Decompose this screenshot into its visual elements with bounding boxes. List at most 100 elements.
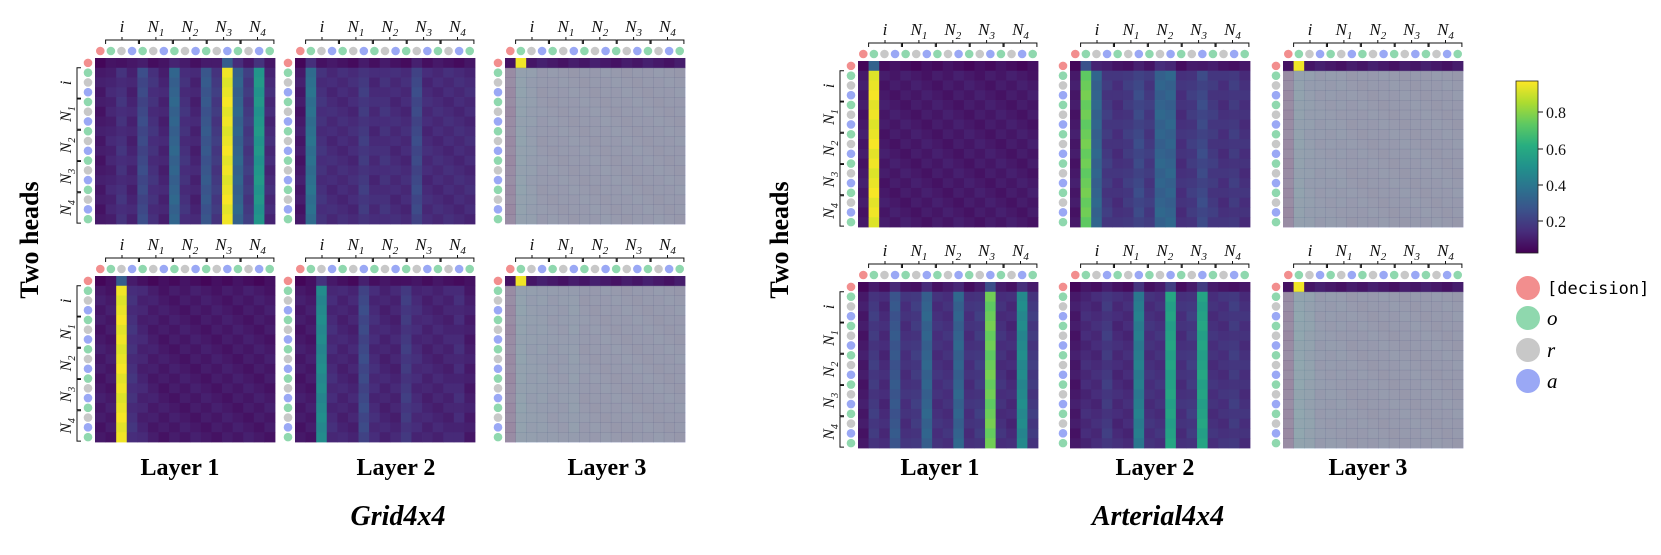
heatmap-cell <box>557 354 569 365</box>
heatmap-cell <box>1314 291 1326 302</box>
heatmap-cell <box>953 340 965 351</box>
heatmap-cell <box>1165 207 1177 218</box>
heatmap-cell <box>147 315 159 326</box>
group-label: N3 <box>214 17 232 39</box>
heatmap-cell <box>632 175 644 186</box>
heatmap-cell <box>158 214 170 225</box>
token-dot <box>1058 208 1068 217</box>
heatmap-cell <box>390 373 402 384</box>
heatmap-cell <box>1091 148 1103 160</box>
token-dot <box>622 264 632 274</box>
token-dot <box>633 264 642 274</box>
heatmap-cell <box>326 334 338 345</box>
token-dot <box>1271 90 1281 100</box>
heatmap-cell <box>243 354 255 365</box>
group-brace <box>839 70 844 102</box>
heatmap-cell <box>900 148 912 160</box>
heatmap-cell <box>653 354 665 365</box>
heatmap-cell <box>1293 100 1305 111</box>
heatmap-cell <box>1091 139 1103 150</box>
heatmap-cell <box>653 194 665 205</box>
heatmap-cell <box>1016 109 1028 120</box>
token-dot <box>1358 270 1367 280</box>
heatmap-cell <box>1314 330 1326 341</box>
token-dot <box>493 126 503 136</box>
heatmap-cell <box>674 354 686 365</box>
heatmap-cell <box>126 214 138 225</box>
heatmap-cell <box>1346 408 1358 420</box>
heatmap-cell <box>1420 330 1432 341</box>
heatmap-cell <box>536 393 548 404</box>
heatmap-cell <box>610 87 622 98</box>
token-dot <box>890 270 900 280</box>
heatmap-cell <box>632 165 644 176</box>
heatmap-cell <box>653 97 665 108</box>
heatmap-cell <box>1378 100 1390 111</box>
heatmap-cell <box>536 373 548 384</box>
heatmap-cell <box>369 97 381 108</box>
token-dot <box>412 264 422 274</box>
heatmap-cell <box>1006 139 1018 150</box>
heatmap-cell <box>369 363 381 375</box>
heatmap-cell <box>600 214 612 225</box>
heatmap-cell <box>432 126 444 137</box>
heatmap-cell <box>1175 197 1187 208</box>
heatmap-cell <box>1112 301 1124 312</box>
heatmap-cell <box>1197 70 1209 81</box>
heatmap-cell <box>985 139 997 150</box>
heatmap-cell <box>985 178 997 189</box>
heatmap-cell <box>600 412 612 423</box>
token-dot <box>283 214 293 224</box>
heatmap-cell <box>232 165 244 176</box>
heatmap-cell <box>179 285 191 296</box>
heatmap-cell <box>953 321 965 332</box>
heatmap-cell <box>1070 70 1081 81</box>
heatmap-cell <box>1441 100 1453 111</box>
heatmap-cell <box>963 129 975 140</box>
heatmap-cell <box>1239 90 1251 101</box>
heatmap-cell <box>232 393 244 404</box>
heatmap-cell <box>347 334 359 345</box>
heatmap-cell <box>985 100 997 111</box>
heatmap-cell <box>232 422 244 433</box>
heatmap-cell <box>900 80 912 91</box>
heatmap-cell <box>1228 301 1240 312</box>
token-dot <box>83 117 93 126</box>
heatmap-cell <box>1399 301 1411 312</box>
token-dot <box>1058 331 1068 341</box>
token-dot <box>1166 270 1175 280</box>
heatmap-cell <box>942 158 954 169</box>
heatmap-cell <box>1165 301 1177 312</box>
heatmap-cell <box>547 214 559 225</box>
heatmap-cell <box>974 197 986 208</box>
token-dot <box>233 46 243 56</box>
heatmap-cell <box>1175 340 1187 351</box>
heatmap-cell <box>158 155 170 166</box>
heatmap-cell <box>1335 360 1347 371</box>
heatmap-cell <box>1122 428 1134 439</box>
heatmap-cell <box>1410 217 1422 228</box>
heatmap-cell <box>515 432 527 443</box>
heatmap-cell <box>1388 217 1400 228</box>
heatmap-cell <box>910 61 922 72</box>
heatmap-cell <box>1325 360 1337 371</box>
heatmap-cell <box>126 276 138 287</box>
heatmap-cell <box>858 119 869 130</box>
heatmap-cell <box>942 90 954 101</box>
heatmap-cell <box>316 184 328 196</box>
heatmap-cell <box>910 360 922 371</box>
token-dot <box>283 68 293 77</box>
heatmap-cell <box>1346 217 1358 228</box>
token-dot <box>922 49 932 59</box>
heatmap-cell <box>453 393 465 404</box>
heatmap-cell <box>1197 139 1209 150</box>
heatmap-cell <box>1410 90 1422 101</box>
heatmap-cell <box>1399 178 1411 189</box>
heatmap-cell <box>422 363 434 375</box>
token-dot <box>83 325 93 335</box>
heatmap-cell <box>95 106 106 117</box>
heatmap-cell <box>422 184 434 196</box>
heatmap-cell <box>868 178 880 189</box>
group-brace <box>240 255 275 262</box>
heatmap-cell <box>1346 321 1358 332</box>
